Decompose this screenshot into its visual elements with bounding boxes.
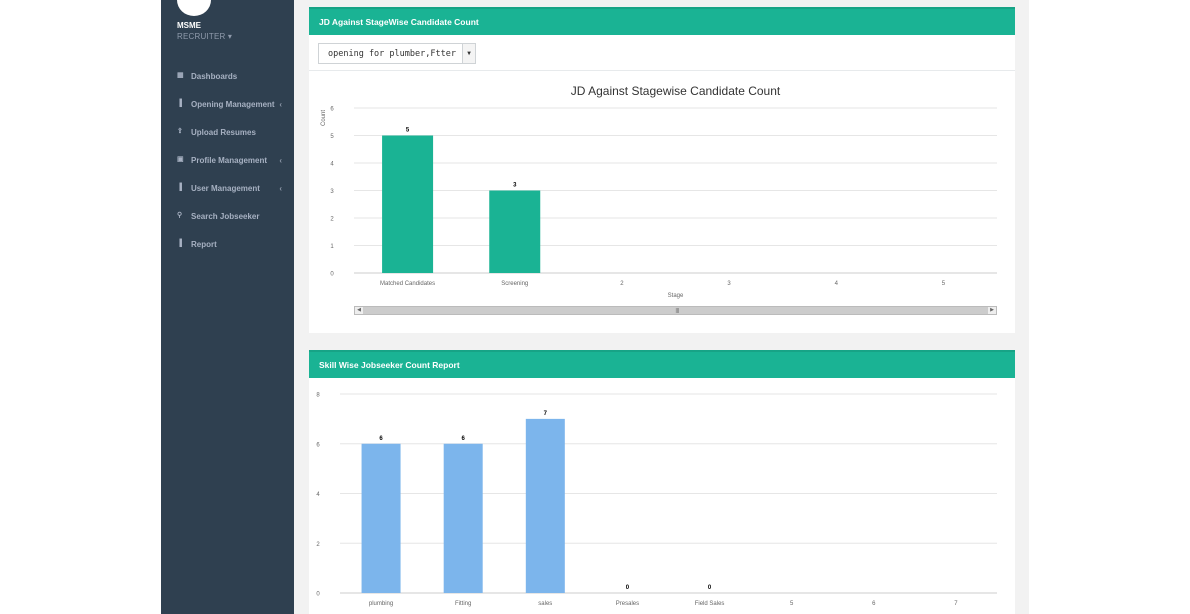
y-tick-label: 6 — [330, 107, 334, 113]
sidebar-item-profile-management[interactable]: ▣ Profile Management ‹ — [161, 146, 294, 174]
chevron-down-icon: ▾ — [227, 32, 233, 41]
x-tick-label: Matched Candidates — [380, 281, 435, 287]
upload-icon: ⇪ — [177, 128, 183, 135]
profile-icon: ▣ — [177, 156, 184, 163]
opening-select[interactable]: opening for plumber,Ftter ▼ — [318, 43, 476, 64]
y-tick-label: 4 — [330, 162, 334, 168]
chevron-left-icon: ‹ — [279, 183, 282, 193]
sidebar-item-label: Search Jobseeker — [191, 211, 260, 221]
data-label: 0 — [626, 585, 630, 591]
chevron-left-icon: ‹ — [279, 155, 282, 165]
skillwise-panel: Skill Wise Jobseeker Count Report 0 2 4 6 8 p… — [309, 350, 1015, 614]
y-tick-label: 2 — [330, 217, 334, 223]
y-tick-label: 8 — [316, 393, 320, 399]
sidebar-item-upload-resumes[interactable]: ⇪ Upload Resumes — [161, 118, 294, 146]
x-tick-label: sales — [538, 601, 552, 607]
user-role-dropdown[interactable]: RECRUITER ▾ — [177, 32, 232, 41]
chart-title: JD Against Stagewise Candidate Count — [571, 84, 781, 98]
data-label: 7 — [544, 411, 548, 417]
brand-name: MSME — [177, 21, 201, 30]
avatar[interactable] — [177, 0, 211, 16]
x-tick-label: Screening — [501, 281, 528, 287]
x-axis-label: Stage — [668, 293, 684, 299]
sidebar-item-label: Report — [191, 239, 217, 249]
y-tick-label: 2 — [316, 542, 320, 548]
sidebar-item-report[interactable]: ▐ Report — [161, 230, 294, 258]
sidebar-item-search-jobseeker[interactable]: ⚲ Search Jobseeker — [161, 202, 294, 230]
scroll-left-icon[interactable]: ◀ — [355, 307, 363, 314]
y-tick-label: 5 — [330, 134, 334, 140]
x-tick-label: Fitting — [455, 601, 471, 607]
x-tick-label: Presales — [616, 601, 639, 607]
sidebar-item-user-management[interactable]: ▐ User Management ‹ — [161, 174, 294, 202]
sidebar-item-label: Dashboards — [191, 71, 238, 81]
bar — [382, 135, 434, 273]
bar-chart-icon: ▐ — [177, 100, 182, 107]
data-label: 0 — [708, 585, 712, 591]
data-label: 3 — [513, 183, 517, 189]
sidebar-item-opening-management[interactable]: ▐ Opening Management ‹ — [161, 90, 294, 118]
grid-icon: ▦ — [177, 72, 184, 79]
sidebar-item-label: Profile Management — [191, 155, 268, 165]
x-tick-label: 6 — [872, 601, 876, 607]
caret-down-icon: ▼ — [462, 44, 475, 63]
x-tick-label: 5 — [790, 601, 794, 607]
bar — [525, 418, 565, 593]
y-tick-label: 3 — [330, 189, 334, 195]
y-tick-label: 4 — [316, 492, 320, 498]
app-frame: MSME RECRUITER ▾ ▦ Dashboards ▐ Opening … — [161, 0, 1029, 614]
bar — [361, 443, 401, 593]
sidebar-item-label: Upload Resumes — [191, 127, 256, 137]
x-tick-label: 5 — [942, 281, 946, 287]
opening-select-value: opening for plumber,Ftter — [328, 48, 456, 59]
x-tick-label: 2 — [620, 281, 624, 287]
y-tick-label: 0 — [316, 592, 320, 598]
sidebar-item-label: User Management — [191, 183, 260, 193]
stagewise-chart: JD Against Stagewise Candidate Count 0 1 2 3… — [321, 84, 997, 299]
data-label: 6 — [379, 436, 383, 442]
main-content: JD Against StageWise Candidate Count ope… — [294, 0, 1029, 614]
x-tick-label: plumbing — [369, 601, 393, 607]
sidebar-item-label: Opening Management — [191, 99, 275, 109]
skillwise-chart: 0 2 4 6 8 plumbing 6 Fitting 6 sales 7 Presales 0 Fie… — [316, 393, 997, 607]
scroll-right-icon[interactable]: ▶ — [988, 307, 996, 314]
bar — [489, 190, 541, 273]
y-axis-label: Count — [321, 110, 327, 126]
chart-scrollbar[interactable]: ◀ ||| ▶ — [354, 306, 997, 315]
y-tick-label: 6 — [316, 442, 320, 448]
user-role: RECRUITER — [177, 32, 226, 41]
stagewise-panel: JD Against StageWise Candidate Count ope… — [309, 7, 1015, 333]
x-tick-label: 7 — [954, 601, 958, 607]
data-label: 5 — [406, 128, 410, 134]
sidebar-nav: ▦ Dashboards ▐ Opening Management ‹ ⇪ Up… — [161, 62, 294, 258]
x-tick-label: 4 — [835, 281, 839, 287]
panel-title: Skill Wise Jobseeker Count Report — [309, 350, 1015, 378]
sidebar-item-dashboards[interactable]: ▦ Dashboards — [161, 62, 294, 90]
search-icon: ⚲ — [177, 212, 183, 219]
y-tick-label: 1 — [330, 244, 334, 250]
y-tick-label: 0 — [330, 272, 334, 278]
x-tick-label: 3 — [727, 281, 731, 287]
x-tick-label: Field Sales — [695, 601, 725, 607]
bar-chart-icon: ▐ — [177, 184, 182, 191]
chevron-left-icon: ‹ — [279, 99, 282, 109]
data-label: 6 — [462, 436, 466, 442]
panel-title: JD Against StageWise Candidate Count — [309, 7, 1015, 35]
bar — [443, 443, 483, 593]
sidebar: MSME RECRUITER ▾ ▦ Dashboards ▐ Opening … — [161, 0, 294, 614]
bar-chart-icon: ▐ — [177, 240, 182, 247]
filter-row: opening for plumber,Ftter ▼ — [309, 35, 1015, 71]
scroll-grip-icon[interactable]: ||| — [675, 308, 680, 314]
